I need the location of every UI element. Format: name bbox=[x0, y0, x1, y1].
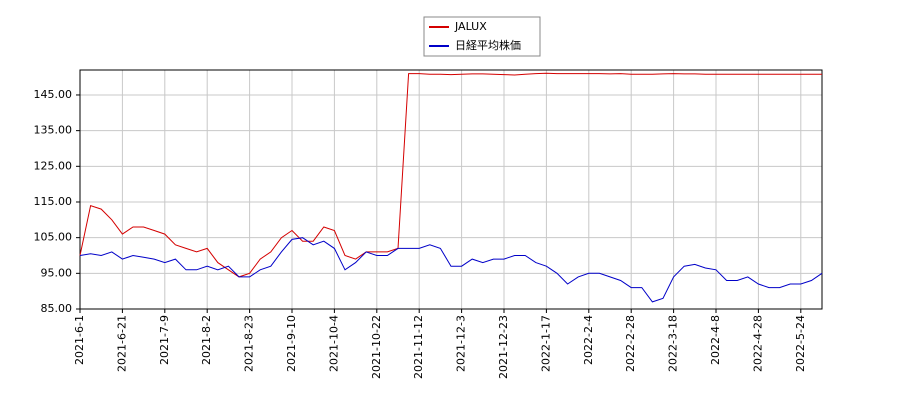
x-tick-label: 2022-4-8 bbox=[709, 315, 722, 365]
x-tick-label: 2022-1-17 bbox=[539, 315, 552, 372]
x-tick-label: 2021-7-9 bbox=[158, 315, 171, 365]
x-tick-label: 2021-6-1 bbox=[73, 315, 86, 365]
y-tick-label: 85.00 bbox=[41, 302, 73, 315]
y-tick-label: 135.00 bbox=[34, 124, 73, 137]
x-tick-label: 2021-8-2 bbox=[200, 315, 213, 365]
x-tick-label: 2021-10-22 bbox=[370, 315, 383, 379]
plot-frame bbox=[79, 69, 823, 310]
x-tick-label: 2021-11-12 bbox=[412, 315, 425, 379]
legend-label: 日経平均株価 bbox=[455, 38, 521, 52]
y-tick-label: 95.00 bbox=[41, 266, 73, 279]
x-tick-label: 2022-2-28 bbox=[624, 315, 637, 372]
y-tick-label: 115.00 bbox=[34, 195, 73, 208]
x-tick-label: 2022-3-18 bbox=[667, 315, 680, 372]
x-tick-label: 2021-10-4 bbox=[327, 315, 340, 372]
series-line bbox=[79, 237, 823, 303]
y-tick-label: 145.00 bbox=[34, 88, 73, 101]
x-tick-label: 2021-12-3 bbox=[455, 315, 468, 372]
legend-label: JALUX bbox=[454, 20, 487, 33]
legend-box bbox=[423, 16, 541, 57]
x-tick-label: 2021-9-10 bbox=[285, 315, 298, 372]
x-tick-label: 2022-5-24 bbox=[794, 315, 807, 372]
x-tick-label: 2022-4-28 bbox=[751, 315, 764, 372]
series-line bbox=[79, 72, 822, 278]
x-tick-label: 2021-6-21 bbox=[115, 315, 128, 372]
y-tick-label: 105.00 bbox=[34, 231, 73, 244]
x-tick-label: 2021-12-23 bbox=[497, 315, 510, 379]
y-tick-label: 125.00 bbox=[34, 159, 73, 172]
x-tick-label: 2021-8-23 bbox=[243, 315, 256, 372]
x-tick-label: 2022-2-4 bbox=[582, 315, 595, 365]
